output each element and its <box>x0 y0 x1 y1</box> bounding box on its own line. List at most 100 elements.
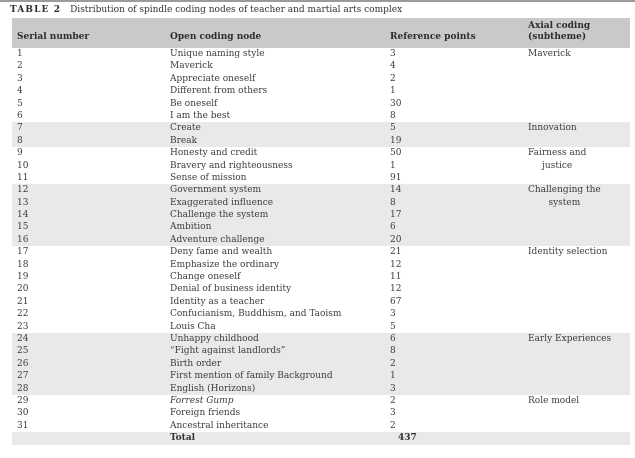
table-row: 25 “Fight against landlords” 8 <box>12 345 630 358</box>
table-row: 21 Identity as a teacher 67 <box>12 296 630 308</box>
table-caption: TABLE 2 Distribution of spindle coding no… <box>10 5 630 16</box>
coding-nodes-table: Serial number Open coding node Reference p… <box>12 18 630 445</box>
open-coding-node-cell: Forrest Gump <box>170 395 234 406</box>
total-axial-cell <box>528 432 630 444</box>
open-coding-node-cell: Change oneself <box>170 272 241 283</box>
open-coding-node-cell: Honesty and credit <box>170 148 258 159</box>
serial-number-cell: 6 <box>17 110 23 121</box>
table-row: 3 Appreciate oneself 2 <box>12 73 630 85</box>
axial-coding-cell: Role model <box>528 395 630 407</box>
serial-number-cell: 9 <box>17 148 23 159</box>
column-header-line: Reference points <box>390 32 476 42</box>
table-row: 30 Foreign friends 3 <box>12 407 630 419</box>
axial-subtheme-line: justice <box>542 160 573 171</box>
open-coding-node-cell: Birth order <box>170 358 222 369</box>
table-row: 5 Be oneself 30 <box>12 98 630 110</box>
axial-subtheme-line: Innovation <box>528 123 577 134</box>
open-coding-node-cell: Unique naming style <box>170 49 265 59</box>
column-header-line: Axial coding <box>528 21 591 31</box>
column-header-3: Axial coding (subtheme) <box>528 21 630 43</box>
table-row: 31 Ancestral inheritance 2 <box>12 420 630 432</box>
axial-coding-cell: Maverick <box>528 48 630 60</box>
reference-points-cell: 20 <box>390 234 402 245</box>
table-row: 11 Sense of mission 91 <box>12 172 630 184</box>
open-coding-node-cell: First mention of family Background <box>170 371 333 382</box>
open-coding-node-cell: Confucianism, Buddhism, and Taoism <box>170 309 342 320</box>
serial-number-cell: 14 <box>17 210 29 221</box>
reference-points-cell: 2 <box>390 358 396 369</box>
column-header-line: (subtheme) <box>528 32 587 42</box>
table-row: 4 Different from others 1 <box>12 85 630 97</box>
open-coding-node-cell: Louis Cha <box>170 321 216 332</box>
reference-points-cell: 3 <box>390 408 396 419</box>
open-coding-node-cell: Ancestral inheritance <box>170 420 269 431</box>
axial-subtheme-line: Fairness and <box>528 148 587 159</box>
reference-points-cell: 3 <box>390 49 396 59</box>
axial-subtheme-label: Fairness and justice <box>528 147 586 172</box>
open-coding-node-cell: Exaggerated influence <box>170 197 274 208</box>
reference-points-cell: 21 <box>390 247 402 258</box>
open-coding-node-cell: Be oneself <box>170 98 218 109</box>
open-coding-node-cell: Bravery and righteousness <box>170 160 293 171</box>
axial-coding-cell: Early Experiences <box>528 333 630 345</box>
column-header-2: Reference points <box>390 32 528 43</box>
serial-number-cell: 23 <box>17 321 29 332</box>
reference-points-cell: 11 <box>390 272 402 283</box>
reference-points-cell: 8 <box>390 110 396 121</box>
column-header-line: Serial number <box>17 32 90 42</box>
axial-subtheme-line: Identity selection <box>528 247 608 258</box>
total-value: 437 <box>398 433 417 444</box>
axial-subtheme-label: Challenging the system <box>528 184 601 209</box>
table-header-row: Serial number Open coding node Reference p… <box>12 18 630 48</box>
open-coding-node-cell: “Fight against landlords” <box>170 346 286 357</box>
table-row: 6 I am the best 8 <box>12 110 630 122</box>
open-coding-node-cell: Foreign friends <box>170 408 241 419</box>
axial-coding-cell: Identity selection <box>528 246 630 258</box>
table-row: 17 Deny fame and wealth 21 Identity selecti… <box>12 246 630 258</box>
serial-number-cell: 26 <box>17 358 29 369</box>
open-coding-node-cell: Government system <box>170 185 262 196</box>
axial-subtheme-label: Early Experiences <box>528 333 611 345</box>
open-coding-node-cell: Unhappy childhood <box>170 333 259 344</box>
table-row: 15 Ambition 6 <box>12 221 630 234</box>
table-total-row: Total 437 <box>12 432 630 445</box>
open-coding-node-cell: Maverick <box>170 61 213 72</box>
reference-points-cell: 1 <box>390 86 396 97</box>
table-row: 10 Bravery and righteousness 1 <box>12 160 630 172</box>
page-top-rule <box>0 0 635 2</box>
reference-points-cell: 91 <box>390 172 402 183</box>
open-coding-node-cell: Deny fame and wealth <box>170 247 273 258</box>
serial-number-cell: 16 <box>17 234 29 245</box>
serial-number-cell: 19 <box>17 272 29 283</box>
open-coding-node-cell: Different from others <box>170 86 268 97</box>
axial-subtheme-line: Maverick <box>528 49 571 59</box>
table-row: 2 Maverick 4 <box>12 60 630 72</box>
serial-number-cell: 10 <box>17 160 29 171</box>
table-row: 13 Exaggerated influence 8 <box>12 196 630 210</box>
reference-points-cell: 3 <box>390 309 396 320</box>
open-coding-node-cell: Sense of mission <box>170 172 247 183</box>
reference-points-cell: 6 <box>390 222 396 233</box>
table-row: 14 Challenge the system 17 <box>12 209 630 222</box>
axial-subtheme-line: Challenging the <box>528 185 601 196</box>
total-serial-cell <box>17 432 170 444</box>
open-coding-node-cell: Break <box>170 135 198 146</box>
table-caption-text: Distribution of spindle coding nodes of … <box>70 5 403 15</box>
serial-number-cell: 25 <box>17 346 29 357</box>
reference-points-cell: 17 <box>390 210 402 221</box>
column-header-0: Serial number <box>17 32 170 43</box>
reference-points-cell: 12 <box>390 284 402 295</box>
open-coding-node-cell: Appreciate oneself <box>170 73 256 84</box>
table-row: 22 Confucianism, Buddhism, and Taoism 3 <box>12 308 630 320</box>
reference-points-cell: 50 <box>390 148 402 159</box>
reference-points-cell: 3 <box>390 383 396 394</box>
table-row: 27 First mention of family Background 1 <box>12 370 630 383</box>
serial-number-cell: 27 <box>17 371 29 382</box>
serial-number-cell: 13 <box>17 197 29 208</box>
reference-points-cell: 2 <box>390 395 396 406</box>
table-row: 18 Emphasize the ordinary 12 <box>12 259 630 271</box>
table-row: 8 Break 19 <box>12 134 630 148</box>
serial-number-cell: 18 <box>17 259 29 270</box>
table-row: 20 Denial of business identity 12 <box>12 283 630 295</box>
reference-points-cell: 8 <box>390 197 396 208</box>
